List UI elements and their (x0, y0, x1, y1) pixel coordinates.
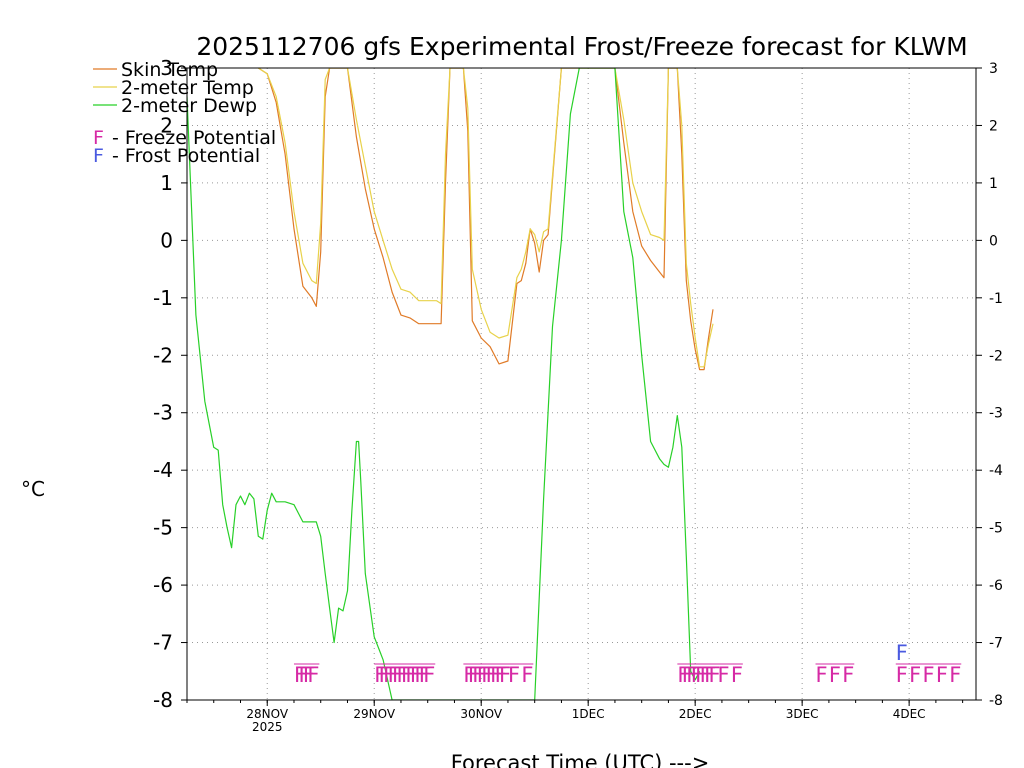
freeze-flag-marker: F (294, 663, 306, 687)
freeze-flag-marker: F (677, 663, 689, 687)
freeze-flag-marker: F (682, 663, 694, 687)
freeze-flag-marker: F (298, 663, 310, 687)
freeze-flag-marker: F (374, 663, 386, 687)
freeze-flag-marker: F (414, 663, 426, 687)
x-tick-sublabel: 2025 (252, 720, 283, 734)
flag-legend-text: - Frost Potential (106, 145, 260, 167)
y-tick-label-left: 2 (160, 113, 173, 137)
freeze-flag-marker: F (423, 663, 435, 687)
freeze-flag-marker: F (896, 663, 908, 687)
freeze-flag-marker: F (521, 663, 533, 687)
y-tick-label-right: -3 (989, 406, 1003, 422)
x-tick-label: 30NOV (460, 707, 502, 721)
y-tick-label-right: -2 (989, 348, 1003, 364)
plot-frame (186, 67, 977, 701)
freeze-flag-marker: F (909, 663, 921, 687)
freeze-flag-marker: F (388, 663, 400, 687)
freeze-flag-marker: F (303, 663, 315, 687)
y-tick-label-left: -7 (153, 631, 173, 655)
legend-entry: Skin Temp (121, 59, 218, 81)
y-tick-label-left: 1 (160, 171, 173, 195)
freeze-flag-marker: F (816, 663, 828, 687)
grid-lines (187, 68, 976, 700)
series-line-2-meter-temp (257, 68, 714, 368)
freeze-flag-marker: F (717, 663, 729, 687)
freeze-flag-marker: F (842, 663, 854, 687)
freeze-flag-marker: F (508, 663, 520, 687)
y-tick-label-right: -6 (989, 578, 1003, 594)
freeze-flag-marker: F (704, 663, 716, 687)
series-lines (187, 68, 714, 700)
flag-legend-letter: F (93, 145, 104, 167)
y-axis: -8 -8 -7 -7 -6 -6 -5 -5 -4 -4 -3 -3 -2 -2 -1 -1 0 0 1 1 2 2 3 3 (153, 56, 1003, 712)
freeze-flag-marker: F (405, 663, 417, 687)
y-tick-label-left: -4 (153, 458, 173, 482)
x-tick-label: 29NOV (353, 707, 395, 721)
freeze-flag-marker: F (499, 663, 511, 687)
freeze-flag-marker: F (307, 663, 319, 687)
x-axis-label: Forecast Time (UTC) ---> (451, 751, 710, 768)
freeze-flag-marker: F (468, 663, 480, 687)
freeze-flag-marker: F (477, 663, 489, 687)
y-tick-label-left: -3 (153, 401, 173, 425)
y-tick-label-left: -1 (153, 286, 173, 310)
y-tick-label-left: -5 (153, 516, 173, 540)
chart-title: 2025112706 gfs Experimental Frost/Freeze… (196, 32, 967, 61)
freeze-flag-marker: F (923, 663, 935, 687)
series-line-skin-temp (257, 68, 714, 371)
y-tick-label-left: -6 (153, 573, 173, 597)
freeze-flag-marker: F (486, 663, 498, 687)
freeze-flag-marker: F (691, 663, 703, 687)
freeze-flag-marker: F (410, 663, 422, 687)
y-tick-label-right: -1 (989, 291, 1003, 307)
freeze-flag-marker: F (397, 663, 409, 687)
x-tick-label: 1DEC (572, 707, 605, 721)
y-tick-label-right: 1 (989, 176, 998, 192)
freeze-flag-marker: F (829, 663, 841, 687)
y-tick-label-left: 3 (160, 56, 173, 80)
freeze-flag-marker: F (463, 663, 475, 687)
freeze-flag-marker: F (936, 663, 948, 687)
freeze-flag-marker: F (383, 663, 395, 687)
freeze-flag-marker: F (700, 663, 712, 687)
x-tick-label: 2DEC (679, 707, 712, 721)
freeze-flag-marker: F (472, 663, 484, 687)
y-tick-label-right: -8 (989, 693, 1003, 709)
y-tick-label-right: 3 (989, 61, 998, 77)
y-tick-label-left: -8 (153, 688, 173, 712)
freeze-flag-marker: F (709, 663, 721, 687)
y-tick-label-right: -5 (989, 521, 1003, 537)
x-tick-label: 3DEC (786, 707, 819, 721)
freeze-flag-marker: F (495, 663, 507, 687)
freeze-flag-marker: F (490, 663, 502, 687)
legend-entry: 2-meter Dewp (121, 95, 257, 117)
freeze-flag-marker: F (731, 663, 743, 687)
y-tick-label-left: -2 (153, 343, 173, 367)
series-line-2-meter-dewp (187, 68, 701, 700)
y-tick-label-right: -4 (989, 463, 1003, 479)
legend-entry: 2-meter Temp (121, 77, 254, 99)
freeze-flag-marker: F (695, 663, 707, 687)
y-tick-label-right: 2 (989, 118, 998, 134)
x-tick-label: 4DEC (893, 707, 926, 721)
x-tick-label: 28NOV (246, 707, 288, 721)
flag-legend-letter: F (93, 127, 104, 149)
y-axis-label: °C (21, 477, 45, 501)
freeze-flag-marker: F (401, 663, 413, 687)
y-tick-label-right: -7 (989, 636, 1003, 652)
freeze-flag-marker: F (949, 663, 961, 687)
freeze-flag-marker: F (419, 663, 431, 687)
freeze-flag-marker: F (392, 663, 404, 687)
y-tick-label-right: 0 (989, 233, 998, 249)
freeze-flag-marker: F (481, 663, 493, 687)
frost-flag-marker: F (896, 641, 908, 665)
y-tick-label-left: 0 (160, 228, 173, 252)
flag-legend-text: - Freeze Potential (106, 127, 276, 149)
freeze-flag-marker: F (686, 663, 698, 687)
freeze-flag-marker: F (379, 663, 391, 687)
